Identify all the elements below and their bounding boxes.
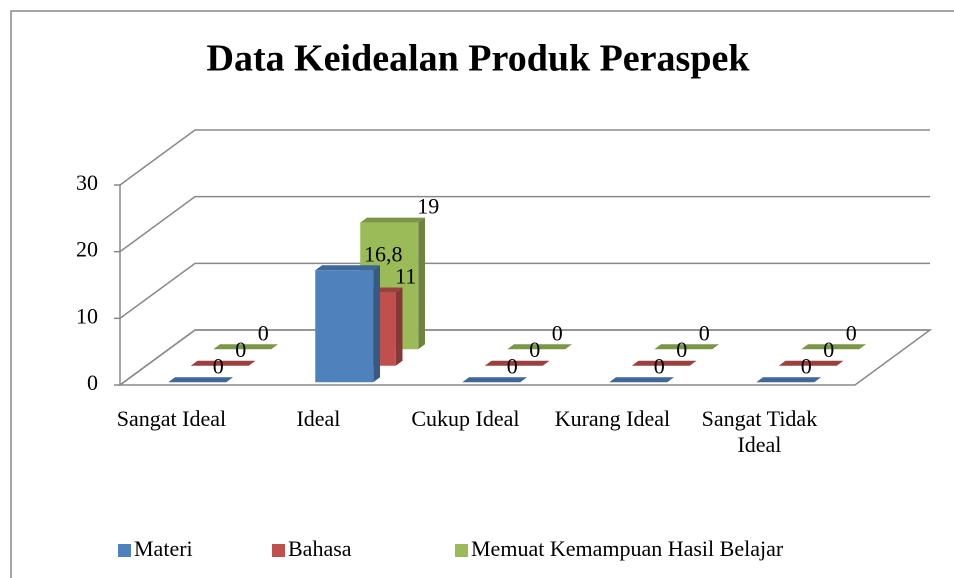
data-label: 0 [823, 337, 834, 362]
grid-line [119, 195, 930, 253]
data-label: 16,8 [364, 241, 403, 266]
bar-top [484, 360, 550, 366]
x-tick-label: Ideal [296, 406, 341, 431]
data-label: 0 [529, 337, 540, 362]
y-tick-label: 0 [87, 370, 98, 395]
chart-border [10, 10, 954, 578]
bar-top [168, 377, 233, 383]
data-label: 0 [654, 353, 665, 378]
bar-top [801, 344, 866, 350]
chart-title: Data Keidealan Produk Peraspek [207, 38, 751, 80]
bar-side [373, 265, 380, 383]
bar-top [654, 344, 719, 350]
bar-top [631, 360, 697, 366]
bar-top [778, 360, 844, 366]
bar-top [756, 377, 821, 383]
data-label: 0 [213, 353, 224, 378]
data-label: 19 [417, 194, 439, 219]
data-label: 0 [676, 337, 687, 362]
legend-swatch [118, 544, 131, 557]
legend-swatch [455, 544, 468, 557]
bar-side [418, 217, 425, 350]
data-label: 0 [699, 320, 710, 345]
bar-top [190, 360, 256, 366]
data-label: 11 [395, 263, 416, 288]
data-label: 0 [507, 353, 518, 378]
data-label: 0 [801, 353, 812, 378]
grid-line [119, 329, 930, 386]
legend-label: Materi [134, 536, 193, 561]
y-tick-label: 10 [76, 303, 98, 328]
bar-top [507, 344, 572, 350]
data-label: 0 [258, 320, 269, 345]
x-tick-label: Kurang Ideal [554, 406, 671, 431]
grid-line [119, 262, 930, 319]
bar-top [315, 265, 380, 271]
data-label: 0 [552, 320, 563, 345]
grid-line [119, 129, 930, 186]
legend-label: Bahasa [288, 536, 352, 561]
y-tick-label: 20 [76, 237, 98, 262]
x-tick-label: Sangat Tidak Ideal [701, 406, 818, 457]
x-tick-label: Cukup Ideal [411, 406, 520, 431]
y-tick-label: 30 [76, 170, 98, 195]
bar-side [395, 287, 403, 366]
legend-label: Memuat Kemampuan Hasil Belajar [471, 536, 784, 561]
bar [315, 270, 374, 383]
bar-top [360, 217, 425, 223]
legend-swatch [272, 544, 285, 557]
bar-top [213, 344, 278, 350]
bar-top [462, 377, 527, 383]
data-label: 0 [846, 320, 857, 345]
data-label: 0 [235, 337, 246, 362]
x-tick-label: Sangat Ideal [116, 406, 227, 431]
bar-top [609, 377, 674, 383]
